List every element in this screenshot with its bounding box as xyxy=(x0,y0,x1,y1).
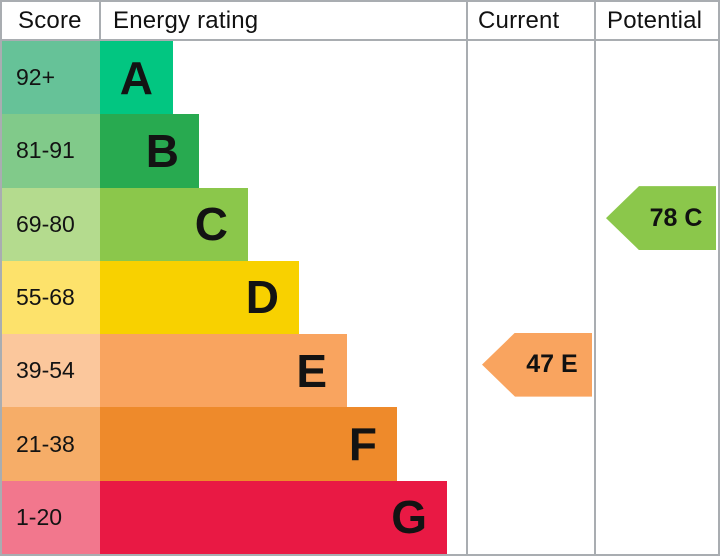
rating-row-e: 39-54 E xyxy=(2,334,718,408)
current-column-divider xyxy=(466,2,468,554)
rating-rows: 92+ A 81-91 B 69-80 C 55-68 D 39-54 E 21… xyxy=(2,41,718,554)
rating-row-d: 55-68 D xyxy=(2,260,718,335)
rating-row-g: 1-20 G xyxy=(2,480,718,554)
score-range-cell: 55-68 xyxy=(2,260,100,335)
header-score-label: Score xyxy=(18,6,82,34)
rating-letter: B xyxy=(145,124,179,177)
header-current-label: Current xyxy=(478,6,560,34)
rating-bar: E xyxy=(100,334,347,408)
rating-bar: B xyxy=(100,114,199,188)
rating-row-c: 69-80 C xyxy=(2,187,718,261)
header-potential-label: Potential xyxy=(607,6,703,34)
header-energy-rating-label: Energy rating xyxy=(113,6,259,34)
rating-row-a: 92+ A xyxy=(2,41,718,115)
rating-bar: F xyxy=(100,407,397,481)
header-divider xyxy=(99,2,101,39)
rating-bar: D xyxy=(100,260,299,335)
rating-letter: G xyxy=(391,491,427,544)
score-range-cell: 39-54 xyxy=(2,334,100,408)
chart-header: Score Energy rating Current Potential xyxy=(2,2,718,41)
rating-row-b: 81-91 B xyxy=(2,114,718,188)
score-range-cell: 81-91 xyxy=(2,114,100,188)
score-range-cell: 69-80 xyxy=(2,187,100,261)
rating-letter: E xyxy=(296,344,327,397)
rating-letter: A xyxy=(119,51,153,104)
score-range-cell: 92+ xyxy=(2,41,100,115)
rating-letter: D xyxy=(245,271,279,324)
potential-column-divider xyxy=(594,2,596,554)
rating-letter: C xyxy=(194,198,228,251)
rating-row-f: 21-38 F xyxy=(2,407,718,481)
score-range-cell: 21-38 xyxy=(2,407,100,481)
score-range-cell: 1-20 xyxy=(2,480,100,554)
rating-bar: C xyxy=(100,187,248,261)
rating-bar: A xyxy=(100,41,173,115)
rating-bar: G xyxy=(100,480,447,554)
rating-letter: F xyxy=(348,418,377,471)
